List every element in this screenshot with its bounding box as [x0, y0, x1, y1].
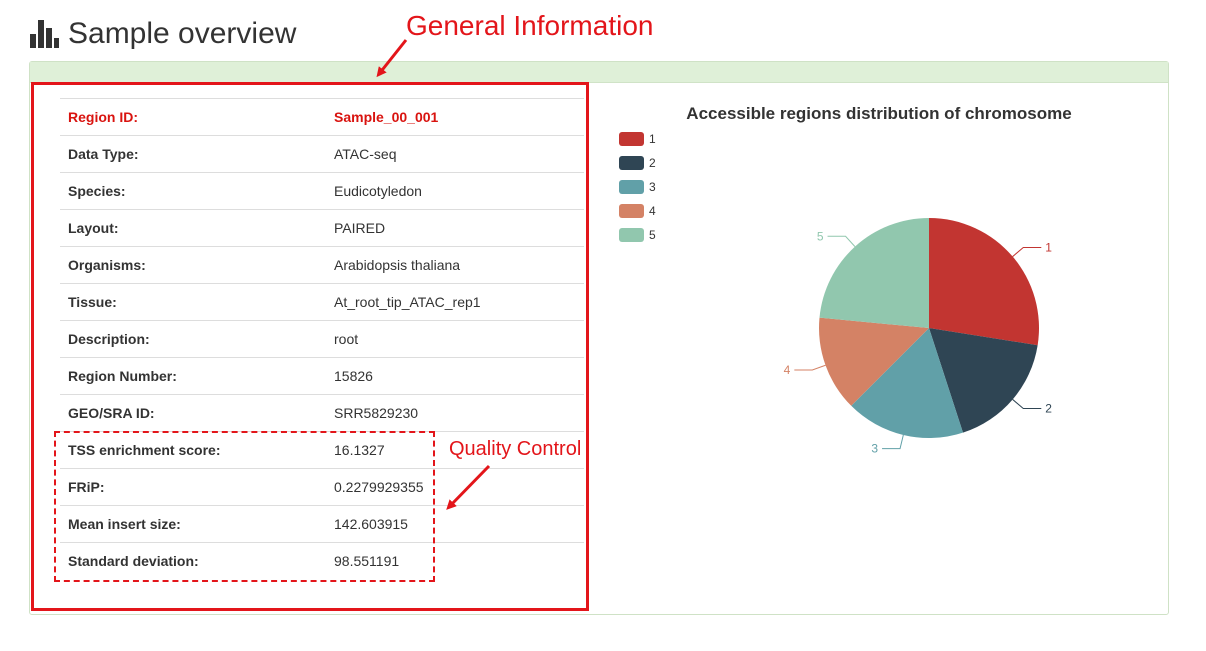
pie-slices [819, 218, 1039, 438]
row-label: Region Number: [68, 368, 177, 384]
row-label: Mean insert size: [68, 516, 181, 532]
general-info-annotation-label: General Information [406, 10, 654, 41]
pie-slice[interactable] [929, 328, 1038, 433]
slice-labels: 1 2 3 4 5 [784, 229, 1053, 455]
page-title: Sample overview [30, 14, 296, 54]
table-row: Standard deviation: 98.551191 [60, 542, 584, 580]
row-label: Data Type: [68, 146, 139, 162]
pie-slice[interactable] [929, 218, 1039, 346]
row-value: SRR5829230 [334, 405, 419, 421]
quality-control-annotation-label: Quality Control [449, 438, 582, 460]
row-value: Sample_00_001 [334, 109, 439, 125]
row-value: root [334, 331, 359, 347]
slice-label: 5 [817, 229, 824, 243]
row-value: 0.2279929355 [334, 479, 424, 495]
table-row: Description: root [60, 320, 584, 358]
legend-label[interactable]: 2 [649, 156, 656, 170]
legend-label[interactable]: 1 [649, 132, 656, 146]
legend-label[interactable]: 5 [649, 228, 656, 242]
row-label: Organisms: [68, 257, 146, 273]
row-label: Region ID: [68, 109, 138, 125]
row-label: Layout: [68, 220, 119, 236]
table-row: Mean insert size: 142.603915 [60, 505, 584, 543]
row-value: PAIRED [334, 220, 386, 236]
legend-swatch[interactable] [619, 156, 644, 170]
table-row: GEO/SRA ID: SRR5829230 [60, 394, 584, 432]
table-row: Region Number: 15826 [60, 357, 584, 395]
slice-leader-line [1012, 246, 1042, 257]
row-value: ATAC-seq [334, 146, 397, 162]
table-row: FRiP: 0.2279929355 [60, 468, 584, 506]
row-value: Eudicotyledon [334, 183, 422, 199]
slice-label: 2 [1045, 402, 1052, 416]
pie-slice[interactable] [819, 218, 929, 328]
row-value: 98.551191 [334, 553, 400, 570]
pie-slice[interactable] [819, 317, 929, 406]
legend-swatch[interactable] [619, 180, 644, 194]
table-row: Layout: PAIRED [60, 209, 584, 247]
chromosome-pie-chart: Accessible regions distribution of chrom… [600, 84, 1160, 604]
row-label: Tissue: [68, 294, 117, 310]
legend-label[interactable]: 3 [649, 180, 656, 194]
pie-chart-svg: Accessible regions distribution of chrom… [619, 104, 1072, 456]
row-value: 142.603915 [334, 516, 408, 532]
slice-leader-line [794, 364, 826, 371]
panel-heading [30, 62, 1168, 83]
chart-legend: 1 2 3 4 5 [619, 132, 656, 242]
legend-swatch[interactable] [619, 132, 644, 146]
row-label: Standard deviation: [68, 553, 199, 570]
row-value: 15826 [334, 368, 373, 384]
legend-label[interactable]: 4 [649, 204, 656, 218]
row-label: GEO/SRA ID: [68, 405, 155, 421]
row-value: 16.1327 [334, 442, 385, 458]
table-row: Tissue: At_root_tip_ATAC_rep1 [60, 283, 584, 321]
table-row: Species: Eudicotyledon [60, 172, 584, 210]
page-title-text: Sample overview [68, 17, 297, 50]
slice-label: 3 [871, 442, 878, 456]
pie-slice[interactable] [851, 328, 963, 438]
slice-leader-line [882, 434, 904, 450]
slice-label: 1 [1045, 240, 1052, 254]
slice-leader-line [827, 235, 856, 247]
legend-swatch[interactable] [619, 204, 644, 218]
row-label: TSS enrichment score: [68, 442, 221, 458]
slice-leader-line [1012, 399, 1042, 410]
slice-label: 4 [784, 363, 791, 377]
row-label: Species: [68, 183, 126, 199]
bar-chart-icon [30, 20, 59, 48]
row-label: FRiP: [68, 479, 105, 495]
table-row: Region ID: Sample_00_001 [60, 98, 584, 136]
row-value: At_root_tip_ATAC_rep1 [334, 294, 481, 310]
sample-info-table: Region ID: Sample_00_001 Data Type: ATAC… [60, 98, 584, 580]
legend-swatch[interactable] [619, 228, 644, 242]
row-label: Description: [68, 331, 150, 347]
chart-title: Accessible regions distribution of chrom… [686, 104, 1071, 123]
row-value: Arabidopsis thaliana [334, 257, 461, 273]
table-row: Organisms: Arabidopsis thaliana [60, 246, 584, 284]
table-row: Data Type: ATAC-seq [60, 135, 584, 173]
